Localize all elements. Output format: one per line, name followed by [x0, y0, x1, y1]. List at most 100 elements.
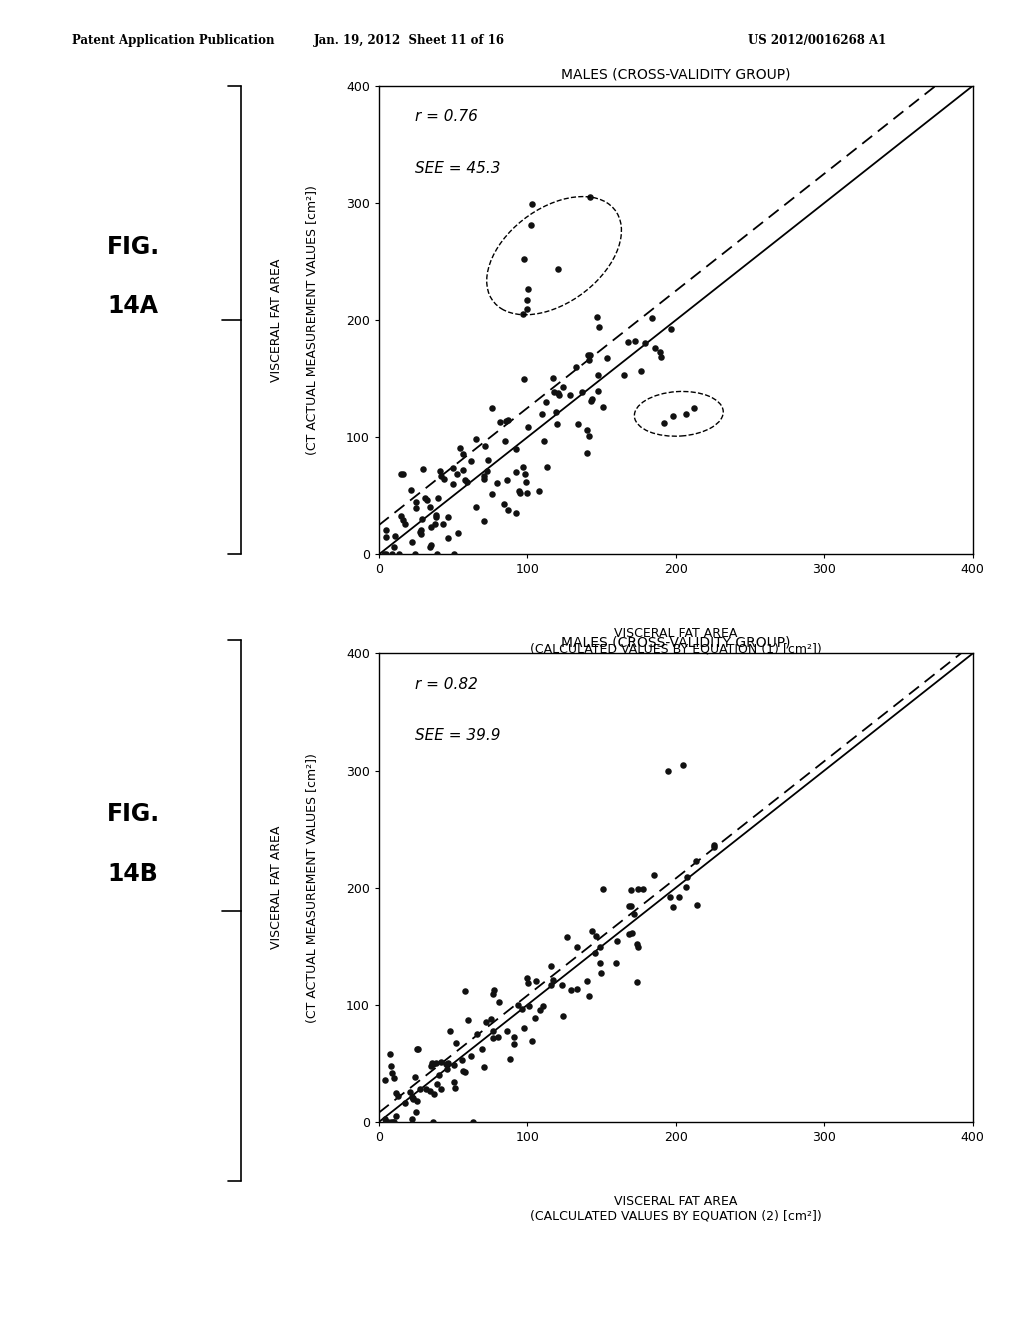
- Text: SEE = 39.9: SEE = 39.9: [415, 729, 500, 743]
- Point: [591, 317, 607, 338]
- Point: [511, 480, 527, 502]
- Point: [622, 924, 638, 945]
- Point: [523, 194, 540, 215]
- Point: [406, 1088, 422, 1109]
- Point: [457, 1061, 473, 1082]
- Point: [679, 866, 695, 887]
- Point: [427, 513, 443, 535]
- Point: [555, 376, 571, 397]
- Text: r = 0.76: r = 0.76: [415, 110, 477, 124]
- Point: [445, 1055, 462, 1076]
- Point: [562, 979, 579, 1001]
- Point: [378, 527, 394, 548]
- Text: (CT ACTUAL MEASUREMENT VALUES [cm²]): (CT ACTUAL MEASUREMENT VALUES [cm²]): [306, 185, 318, 455]
- Point: [446, 1071, 463, 1092]
- Point: [447, 1077, 464, 1098]
- Point: [524, 1031, 541, 1052]
- Point: [582, 425, 598, 446]
- Point: [385, 1111, 401, 1133]
- Text: (CT ACTUAL MEASUREMENT VALUES [cm²]): (CT ACTUAL MEASUREMENT VALUES [cm²]): [306, 752, 318, 1023]
- Point: [451, 523, 467, 544]
- Point: [678, 876, 694, 898]
- Point: [469, 1023, 485, 1044]
- Point: [484, 1028, 501, 1049]
- Point: [422, 516, 438, 537]
- Point: [500, 500, 516, 521]
- Point: [384, 1063, 400, 1084]
- Point: [550, 383, 566, 404]
- Point: [480, 450, 497, 471]
- Point: [445, 457, 462, 478]
- Point: [609, 931, 626, 952]
- Point: [655, 413, 672, 434]
- Point: [595, 879, 611, 900]
- Point: [689, 894, 706, 915]
- Point: [687, 851, 703, 873]
- Point: [483, 1008, 500, 1030]
- Point: [599, 347, 615, 368]
- Point: [492, 412, 508, 433]
- Point: [592, 952, 608, 973]
- Point: [583, 186, 599, 207]
- Point: [512, 482, 528, 503]
- Point: [502, 1048, 518, 1069]
- Text: 14A: 14A: [108, 294, 159, 318]
- Text: VISCERAL FAT AREA: VISCERAL FAT AREA: [270, 259, 283, 381]
- Text: Patent Application Publication: Patent Application Publication: [72, 34, 274, 48]
- Point: [543, 974, 559, 995]
- Point: [488, 473, 505, 494]
- Point: [663, 886, 679, 907]
- Point: [378, 544, 394, 565]
- Point: [497, 430, 513, 451]
- Point: [590, 380, 606, 401]
- Point: [452, 438, 468, 459]
- Point: [475, 469, 492, 490]
- Point: [558, 925, 574, 946]
- Point: [386, 1067, 402, 1088]
- Point: [460, 1010, 476, 1031]
- Point: [449, 463, 465, 484]
- Point: [376, 544, 392, 565]
- Point: [425, 1084, 441, 1105]
- Point: [685, 397, 701, 418]
- Point: [627, 330, 643, 351]
- Point: [383, 1055, 399, 1076]
- Point: [377, 1107, 393, 1129]
- Point: [569, 937, 586, 958]
- Point: [479, 461, 496, 482]
- Point: [377, 1111, 393, 1133]
- Point: [660, 760, 677, 781]
- Point: [423, 1056, 439, 1077]
- Point: [665, 405, 681, 426]
- Point: [436, 469, 453, 490]
- Point: [445, 473, 462, 494]
- Point: [607, 953, 624, 974]
- Point: [500, 409, 516, 430]
- Point: [582, 345, 598, 366]
- Point: [580, 418, 596, 440]
- Point: [409, 498, 425, 519]
- Point: [447, 1032, 464, 1053]
- Point: [417, 487, 433, 508]
- Point: [498, 411, 514, 432]
- Point: [465, 1111, 481, 1133]
- Point: [474, 1038, 490, 1059]
- Point: [437, 1053, 454, 1074]
- Point: [588, 925, 604, 946]
- Point: [580, 442, 596, 463]
- Point: [534, 404, 550, 425]
- Point: [476, 511, 493, 532]
- Point: [519, 973, 536, 994]
- Point: [434, 513, 451, 535]
- Point: [546, 381, 562, 403]
- Point: [516, 368, 532, 389]
- Point: [635, 879, 651, 900]
- Point: [382, 1043, 398, 1064]
- Point: [468, 429, 484, 450]
- Point: [568, 356, 585, 378]
- Point: [485, 1020, 502, 1041]
- Point: [483, 397, 500, 418]
- Text: SEE = 45.3: SEE = 45.3: [415, 161, 500, 176]
- Point: [518, 482, 535, 503]
- Point: [675, 754, 691, 775]
